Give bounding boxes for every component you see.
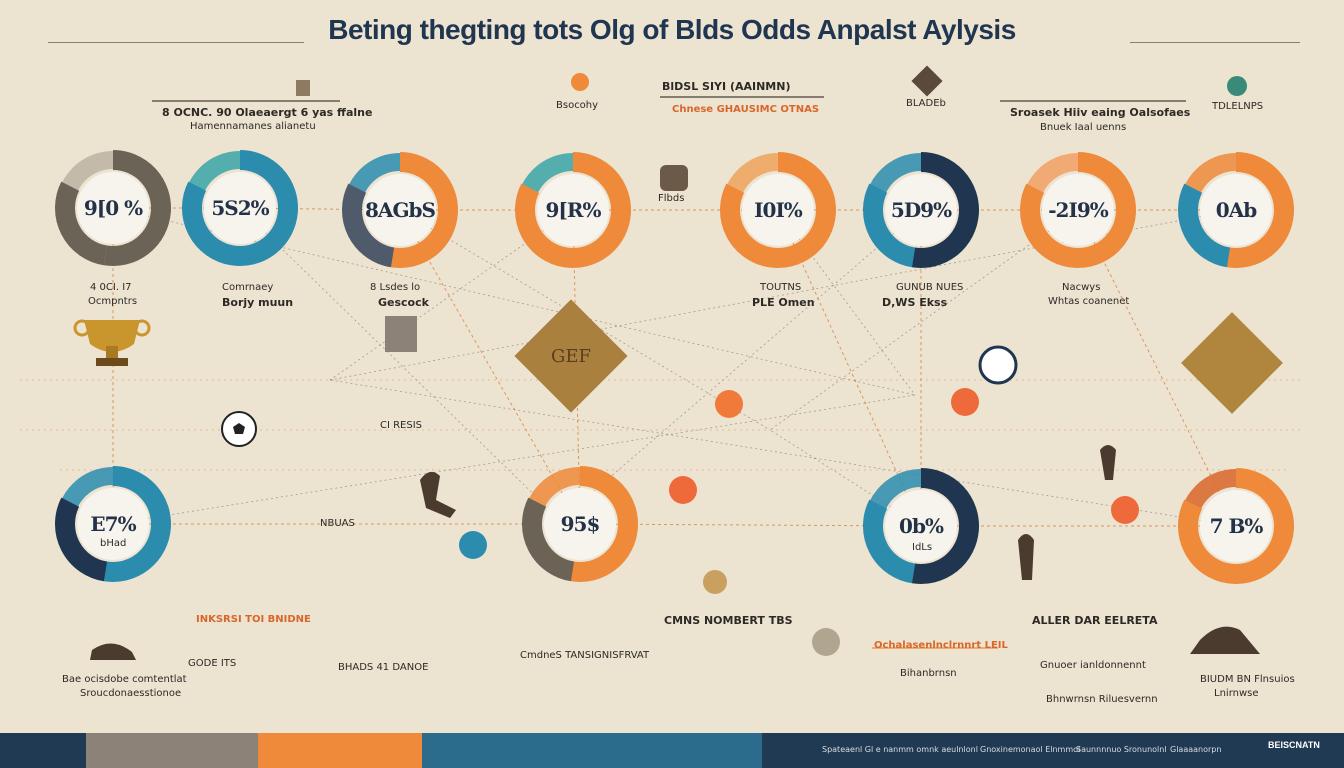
footer-text-2: Gnoxinemonaol Elnmmol	[980, 745, 1081, 754]
label-glaouer: Gnuoer ianldonnennt	[1040, 660, 1146, 671]
title-rule-right	[1130, 42, 1300, 43]
footer-badge: BEISCNATN	[1268, 740, 1320, 750]
label-top-left-header: 8 OCNC. 90 Olaeaergt 6 yas ffalne	[162, 106, 373, 119]
footer-text-4: Glaaaanorpn	[1170, 745, 1222, 754]
label-djs-eks: D,WS Ekss	[882, 296, 948, 309]
label-cladeb: BLADEb	[906, 98, 946, 109]
label-flhads: Flbds	[658, 193, 685, 204]
label-ocmpntrs: Ocmpntrs	[88, 296, 138, 307]
odds-ring	[55, 150, 171, 266]
odds-ring	[863, 468, 979, 584]
label-cl-resis: CI RESIS	[380, 420, 423, 431]
label-comrne: Comrnaey	[222, 282, 274, 293]
label-whtas: Whtas coanenet	[1048, 296, 1130, 307]
label-four-oo: 4 0CI. I7	[90, 282, 132, 293]
ring-value-label: 9[R%	[545, 198, 601, 222]
odds-ring	[522, 466, 638, 582]
page-title: Beting thegting tots Olg of Blds Odds An…	[328, 14, 1016, 45]
label-rules	[152, 96, 1186, 649]
soccer-ball-icon	[221, 411, 257, 447]
label-nacwy: Nacwys	[1062, 282, 1101, 293]
label-tdlelnps: TDLELNPS	[1212, 101, 1264, 112]
label-inusrsr: INKSRSI TOI BNIDNE	[196, 614, 311, 625]
label-brudm: BIUDM BN Flnsuios	[1200, 674, 1295, 685]
ring-value-label: 9[0 %	[83, 196, 143, 220]
odds-ring	[1178, 152, 1294, 268]
label-toutns: TOUTNS	[760, 282, 802, 293]
ring-value-label: I0I%	[754, 198, 803, 222]
diamond-card-left: GEF	[514, 299, 628, 413]
label-ochai: Ochalasenlnclrnnrt LEIL	[874, 640, 1008, 651]
label-lnirnwse: Lnirnwse	[1214, 688, 1259, 699]
diamond-card-right	[1181, 312, 1283, 414]
label-cmdnes: CmdneS TANSIGNISFRVAT	[520, 650, 650, 661]
player-silhouette-icon	[90, 445, 1260, 660]
odds-ring	[1178, 468, 1294, 584]
label-bhads: BHADS 41 DANOE	[338, 662, 429, 673]
trophy-icon	[73, 319, 151, 366]
ring-value-label: 5D9%	[890, 198, 952, 222]
diagram-canvas: GEF	[20, 65, 1300, 660]
label-idls: IdLs	[912, 542, 933, 553]
odds-ring	[720, 152, 836, 268]
odds-ring	[182, 150, 298, 266]
footer-band: Spateaenl Gl e nanmm omnk aeulnlonl Gnox…	[0, 733, 1344, 768]
label-allerd: ALLER DAR EELRETA	[1032, 614, 1158, 627]
label-blnbrw: Bihanbrnsn	[900, 668, 957, 679]
footer-segment-3	[258, 733, 422, 768]
ring-value-label: 8AGbS	[365, 198, 436, 222]
ring-value-label: E7%	[90, 512, 136, 536]
label-sportiv: Bsocohy	[556, 100, 599, 111]
odds-ring	[55, 466, 171, 582]
ring-value-label: 95$	[560, 512, 601, 536]
footer-text-3: Saunnnnuo Sronunolnl	[1076, 745, 1167, 754]
label-cmns: CMNS NOMBERT TBS	[664, 614, 793, 627]
label-bldsl-header: BlDSL SIYI (AAINMN)	[662, 80, 791, 93]
odds-ring	[863, 152, 979, 268]
label-borjy: Borjy muun	[222, 296, 294, 309]
label-godd: GODE ITS	[188, 658, 237, 669]
label-bhad: bHad	[100, 538, 127, 549]
odds-ring	[1020, 152, 1136, 268]
footer-segment-4	[422, 733, 762, 768]
odds-rings	[55, 150, 1294, 584]
label-chnese: Chnese GHAUSIMC OTNAS	[672, 104, 820, 115]
footer-segment-5	[762, 733, 1344, 768]
ring-value-label: 0b%	[899, 514, 944, 538]
odds-ring	[515, 152, 631, 268]
label-bottom-left2: Sroucdonaesstionoe	[80, 688, 182, 699]
svg-text:GEF: GEF	[551, 346, 591, 367]
label-pleomn: PLE Omen	[752, 296, 815, 309]
odds-ring	[342, 152, 458, 268]
ring-value-label: -2I9%	[1048, 198, 1109, 222]
label-bhnrnws: Bhnwrnsn Riluesvernn	[1046, 694, 1158, 705]
label-top-left-sub: Hamennamanes alianetu	[190, 121, 316, 132]
footer-segment-2	[86, 733, 258, 768]
label-cescock: Gescock	[378, 296, 429, 309]
title-rule-left	[48, 42, 304, 43]
ring-value-label: 0Ab	[1215, 198, 1257, 222]
label-spreak-sub: Bnuek Iaal uenns	[1040, 122, 1127, 133]
footer-text-1: Spateaenl Gl e nanmm omnk aeulnlonl	[822, 745, 978, 754]
ring-value-label: 5S2%	[211, 196, 269, 220]
footer-segment-1	[0, 733, 86, 768]
label-spreak-header: Sroasek Hiiv eaing Oalsofaes	[1010, 106, 1191, 119]
label-ucdfnns: GUNUB NUES	[896, 282, 964, 293]
label-ssade: 8 Lsdes lo	[370, 282, 421, 293]
ring-value-label: 7 B%	[1209, 514, 1264, 538]
label-nbuas: NBUAS	[320, 518, 355, 529]
label-bottom-left: Bae ocisdobe comtentlat	[62, 674, 187, 685]
